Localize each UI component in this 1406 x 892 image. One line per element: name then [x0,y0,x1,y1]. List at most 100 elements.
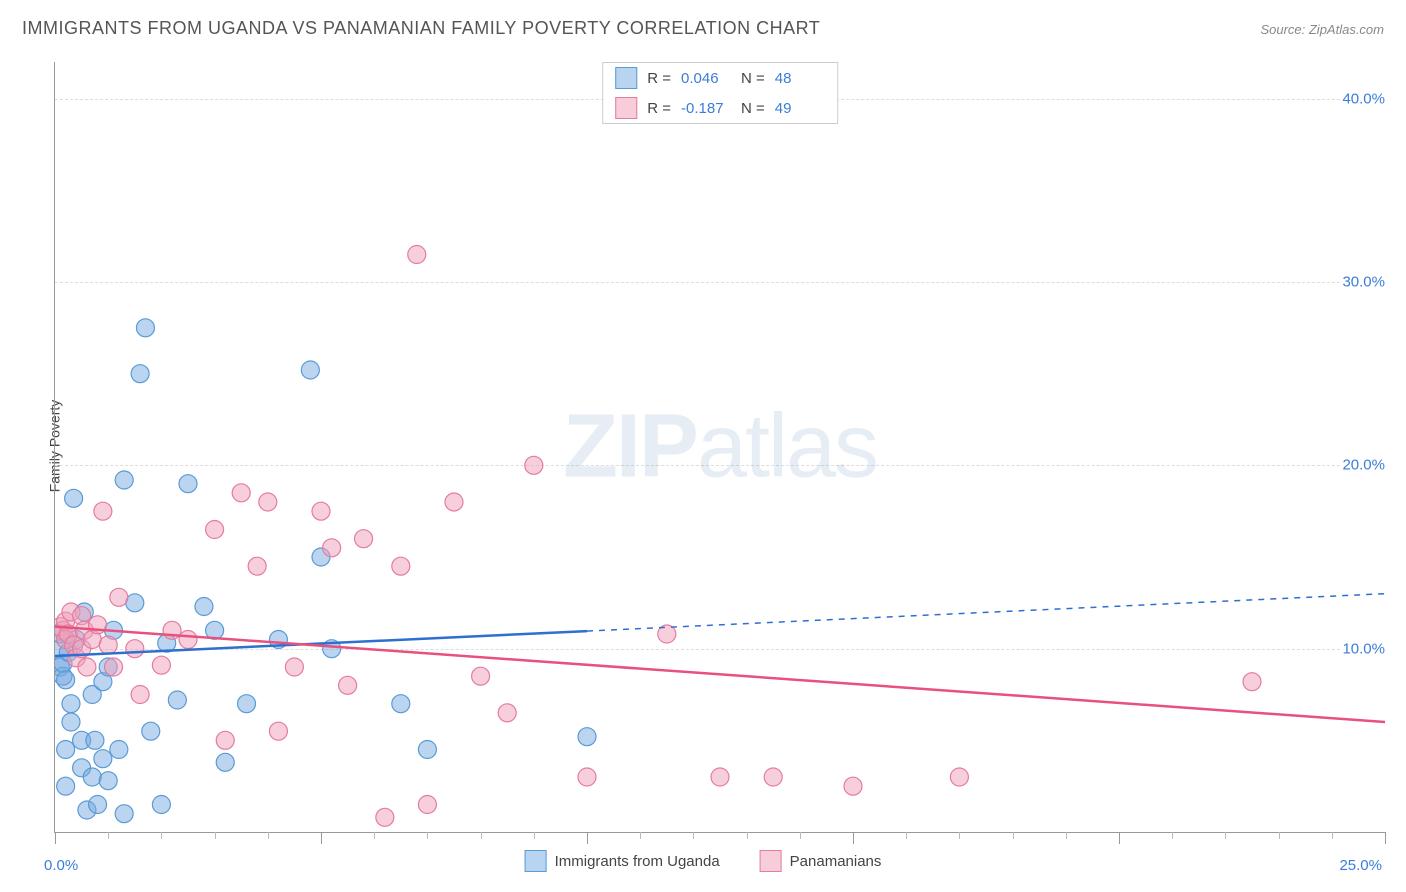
data-point [89,796,107,814]
data-point [525,456,543,474]
data-point [312,502,330,520]
data-point [131,686,149,704]
data-point [195,598,213,616]
x-tick-minor [800,832,801,839]
data-point [57,741,75,759]
data-point [110,588,128,606]
x-tick-minor [1013,832,1014,839]
r-value: 0.046 [681,70,731,87]
data-point [232,484,250,502]
data-point [168,691,186,709]
data-point [142,722,160,740]
legend-item: Immigrants from Uganda [525,850,720,872]
data-point [152,656,170,674]
data-point [578,768,596,786]
data-point [445,493,463,511]
legend-item: Panamanians [760,850,882,872]
x-tick-minor [1279,832,1280,839]
data-point [216,753,234,771]
data-point [472,667,490,685]
data-point [86,731,104,749]
data-point [62,713,80,731]
data-point [206,521,224,539]
x-tick-minor [108,832,109,839]
data-point [498,704,516,722]
data-point [83,768,101,786]
x-tick-minor [374,832,375,839]
x-tick-major [853,832,854,844]
data-point [99,772,117,790]
trend-line-dashed [587,594,1385,631]
n-value: 48 [775,70,825,87]
r-value: -0.187 [681,100,731,117]
x-tick-minor [1332,832,1333,839]
chart-header: IMMIGRANTS FROM UGANDA VS PANAMANIAN FAM… [22,18,1384,39]
r-label: R = [647,100,671,117]
data-point [105,658,123,676]
legend-swatch [615,97,637,119]
x-tick-minor [481,832,482,839]
data-point [392,695,410,713]
data-point [1243,673,1261,691]
data-point [62,695,80,713]
data-point [285,658,303,676]
data-point [259,493,277,511]
x-tick-minor [1225,832,1226,839]
data-point [418,741,436,759]
data-point [764,768,782,786]
n-label: N = [741,70,765,87]
stats-row: R =-0.187N =49 [603,93,837,123]
x-tick-major [587,832,588,844]
data-point [392,557,410,575]
r-label: R = [647,70,671,87]
data-point [238,695,256,713]
stats-row: R = 0.046 N = 48 [603,63,837,93]
data-point [269,722,287,740]
data-point [99,636,117,654]
data-point [355,530,373,548]
x-tick-minor [215,832,216,839]
data-point [339,676,357,694]
correlation-stats-box: R =0.046N =48R =-0.187N =49 [602,62,838,124]
legend-swatch [525,850,547,872]
x-tick-major [1119,832,1120,844]
n-label: N = [741,100,765,117]
data-point [216,731,234,749]
series-legend: Immigrants from Uganda Panamanians [525,850,882,872]
data-point [78,658,96,676]
legend-label: Immigrants from Uganda [555,853,720,870]
data-point [136,319,154,337]
x-tick-minor [693,832,694,839]
x-tick-major [1385,832,1386,844]
data-point [950,768,968,786]
data-point [131,365,149,383]
data-point [65,489,83,507]
data-point [578,728,596,746]
data-point [248,557,266,575]
data-point [711,768,729,786]
data-point [323,539,341,557]
chart-svg [55,62,1385,832]
data-point [152,796,170,814]
x-tick-minor [640,832,641,839]
x-tick-major [321,832,322,844]
data-point [57,671,75,689]
data-point [57,777,75,795]
data-point [418,796,436,814]
data-point [126,640,144,658]
x-tick-minor [906,832,907,839]
x-tick-minor [268,832,269,839]
data-point [110,741,128,759]
x-tick-minor [161,832,162,839]
x-tick-minor [959,832,960,839]
data-point [844,777,862,795]
data-point [115,805,133,823]
data-point [301,361,319,379]
legend-label: Panamanians [790,853,882,870]
data-point [179,475,197,493]
x-tick-minor [1066,832,1067,839]
data-point [115,471,133,489]
data-point [408,246,426,264]
legend-swatch [760,850,782,872]
x-tick-major [55,832,56,844]
